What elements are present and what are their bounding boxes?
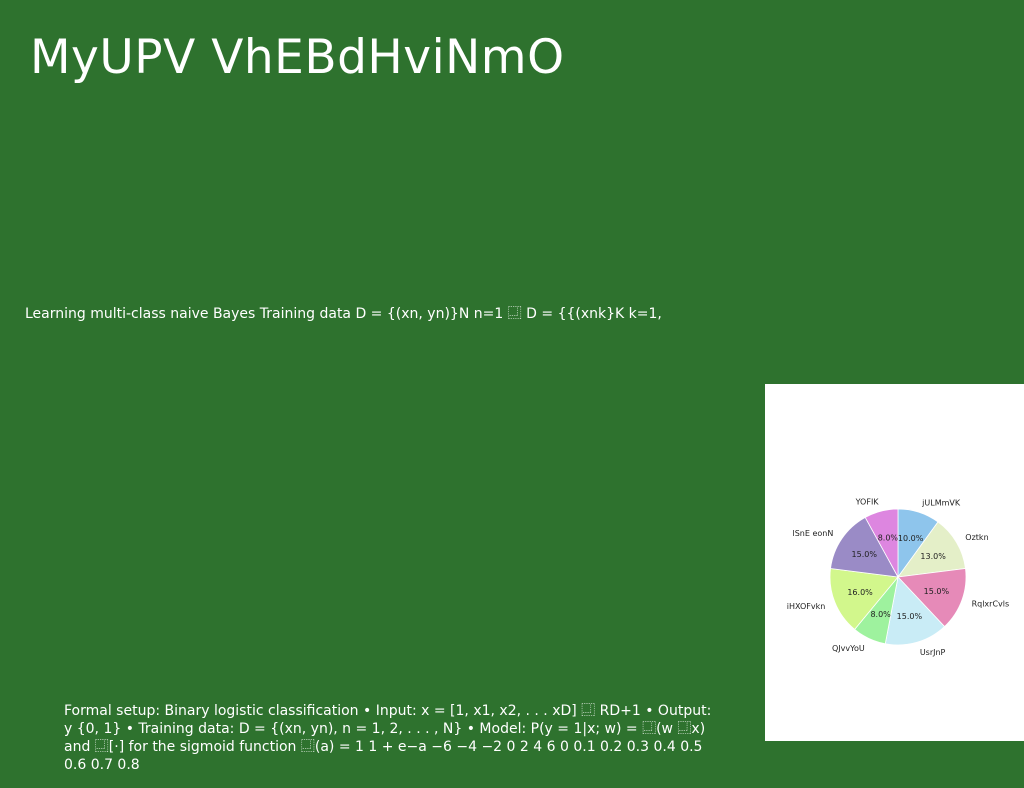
- pie-pct-label-5: 16.0%: [847, 588, 873, 597]
- slide-title: MyUPV VhEBdHviNmO: [30, 30, 565, 85]
- pie-category-label-2: RqlxrCvls: [972, 599, 1010, 608]
- pie-slice-3: [884, 576, 946, 646]
- pie-chart-image: 10.0% jULMmVK 13.0% Oztkn 15.0% RqlxrCvls 15.0…: [765, 384, 1024, 741]
- naive-bayes-line: Learning multi-class naive Bayes Trainin…: [25, 306, 662, 322]
- pie-category-label-1: Oztkn: [965, 533, 988, 542]
- pie-pct-label-0: 10.0%: [898, 534, 924, 543]
- pie-pct-label-2: 15.0%: [924, 587, 950, 596]
- pie-category-label-7: YOFIK: [855, 497, 880, 506]
- pie-pct-label-6: 15.0%: [852, 550, 878, 559]
- pie-slice-5: [829, 568, 899, 630]
- pie-pct-label-3: 15.0%: [897, 612, 923, 621]
- pie-pct-label-7: 8.0%: [878, 533, 899, 542]
- pie-category-label-6: lSnE eonN: [792, 529, 833, 538]
- pie-pct-label-4: 8.0%: [870, 610, 891, 619]
- pie-category-label-0: jULMmVK: [921, 499, 961, 508]
- pie-slice-1: [897, 521, 966, 578]
- pie-slice-2: [897, 568, 967, 628]
- logistic-setup-paragraph: Formal setup: Binary logistic classifica…: [64, 703, 712, 773]
- pie-chart: 10.0% jULMmVK 13.0% Oztkn 15.0% RqlxrCvls 15.0…: [787, 497, 1010, 657]
- pie-category-label-5: iHXOFvkn: [787, 602, 826, 611]
- pie-pct-label-1: 13.0%: [920, 552, 946, 561]
- pie-category-label-4: QJvvYoU: [832, 644, 865, 653]
- pie-slice-7: [864, 508, 899, 578]
- pie-slice-6: [830, 516, 899, 578]
- pie-category-label-3: UsrJnP: [920, 648, 946, 657]
